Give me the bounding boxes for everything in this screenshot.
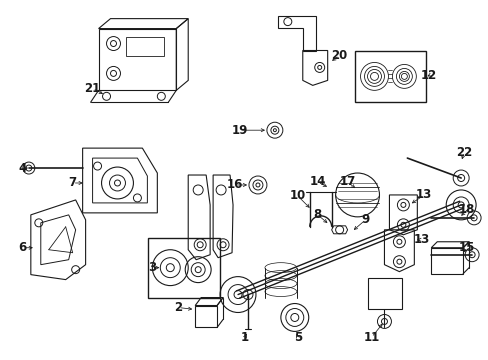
Text: 16: 16 [226,179,243,192]
Text: 13: 13 [412,233,428,246]
Text: 4: 4 [19,162,27,175]
Bar [354,50,426,102]
Text: 12: 12 [420,69,436,82]
Text: 6: 6 [19,241,27,254]
Bar [148,238,220,298]
Text: 13: 13 [415,188,431,202]
Text: 3: 3 [148,261,156,274]
Text: 7: 7 [68,176,77,189]
Text: 5: 5 [293,331,301,344]
Text: 18: 18 [458,203,474,216]
Text: 22: 22 [455,145,471,159]
Text: 9: 9 [361,213,369,226]
Text: 21: 21 [84,82,101,95]
Text: 8: 8 [313,208,321,221]
Bar [126,37,164,57]
Text: 1: 1 [241,331,248,344]
Text: 10: 10 [289,189,305,202]
Text: 19: 19 [231,124,248,137]
Text: 2: 2 [174,301,182,314]
Text: 20: 20 [331,49,347,62]
Text: 15: 15 [458,241,474,254]
Text: 17: 17 [339,175,355,189]
Bar [367,278,402,310]
Text: 14: 14 [309,175,325,189]
Text: 11: 11 [363,331,379,344]
